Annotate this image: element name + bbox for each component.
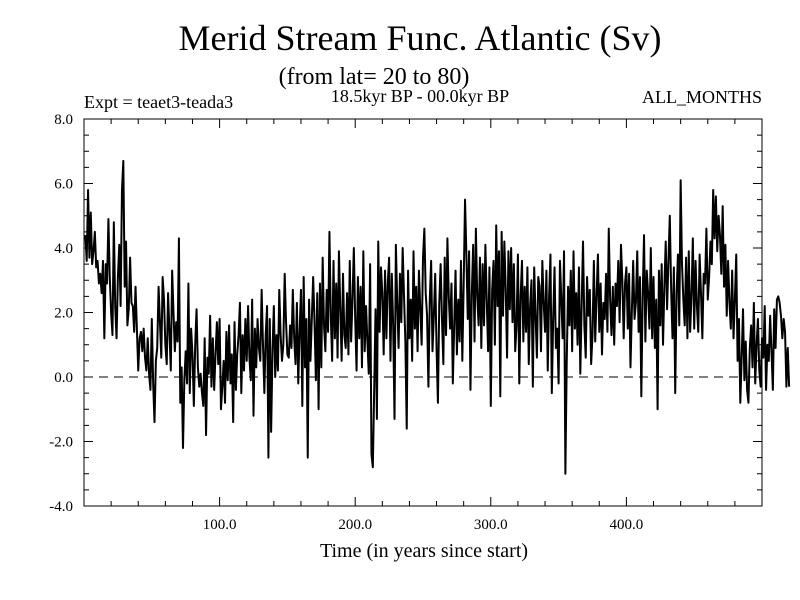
- y-tick-label: -2.0: [49, 435, 73, 451]
- y-tick-label: 0.0: [54, 370, 73, 386]
- period-label: 18.5kyr BP - 00.0kyr BP: [331, 86, 509, 106]
- chart-subtitle: (from lat= 20 to 80): [279, 64, 470, 90]
- series-line: [84, 159, 791, 475]
- y-tick-label: 8.0: [54, 112, 73, 128]
- x-tick-label: 200.0: [338, 517, 372, 533]
- x-tick-label: 300.0: [474, 517, 508, 533]
- plot-area: 100.0 200.0 300.0 400.0 -4.0 -2.0 0.0 2.0 4.0 6.0…: [49, 112, 791, 533]
- months-label: ALL_MONTHS: [642, 87, 762, 107]
- chart-title: Merid Stream Func. Atlantic (Sv): [179, 18, 662, 58]
- x-axis-label: Time (in years since start): [320, 540, 528, 562]
- x-tick-label: 400.0: [610, 517, 644, 533]
- y-tick-label: 2.0: [54, 306, 73, 322]
- y-tick-label: 4.0: [54, 241, 73, 257]
- y-tick-label: -4.0: [49, 499, 73, 515]
- y-tick-label: 6.0: [54, 177, 73, 193]
- x-tick-label: 100.0: [203, 517, 237, 533]
- experiment-label: Expt = teaet3-teada3: [84, 92, 233, 112]
